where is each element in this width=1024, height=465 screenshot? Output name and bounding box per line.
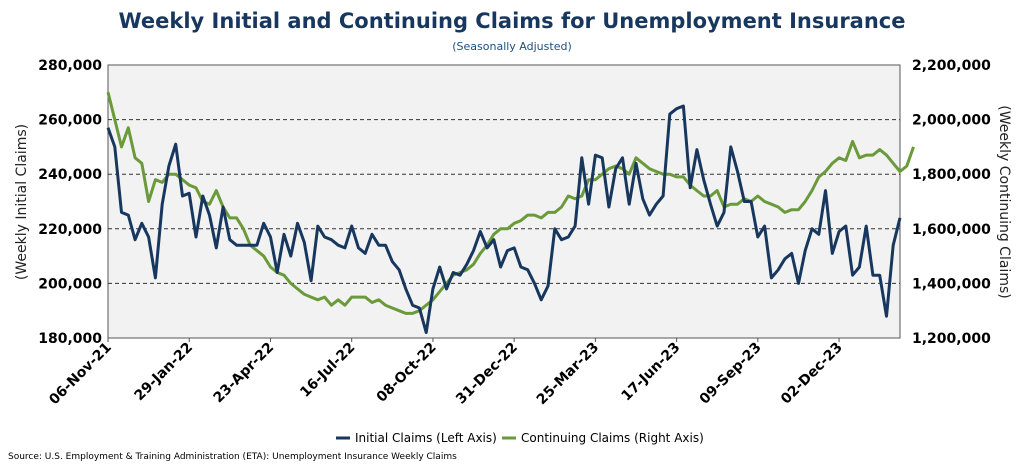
chart-title: Weekly Initial and Continuing Claims for… — [118, 9, 905, 33]
x-tick-label: 08-Oct-22 — [374, 340, 440, 406]
x-axis-ticks: 06-Nov-21 29-Jan-22 23-Apr-22 16-Jul-22 08-O… — [46, 338, 846, 408]
legend: Initial Claims (Left Axis) Continuing Cl… — [336, 431, 704, 445]
x-tick-label: 25-Mar-23 — [534, 340, 603, 409]
x-tick-label: 06-Nov-21 — [46, 340, 115, 409]
initial-claims-line — [106, 104, 902, 334]
left-axis-ticks: 180,000 200,000 220,000 240,000 260,000 280,0… — [38, 58, 102, 347]
legend-initial-label: Initial Claims (Left Axis) — [355, 431, 497, 445]
right-axis-label: (Weekly Continuing Claims) — [996, 105, 1012, 298]
right-tick-label: 1,800,000 — [912, 167, 991, 183]
x-tick-label: 02-Dec-23 — [778, 340, 846, 408]
source-note: Source: U.S. Employment & Training Admin… — [8, 452, 457, 462]
right-tick-label: 2,000,000 — [912, 113, 991, 129]
right-tick-label: 1,600,000 — [912, 222, 991, 238]
right-axis-ticks: 1,200,000 1,400,000 1,600,000 1,800,000 2,00… — [912, 58, 991, 347]
left-tick-label: 260,000 — [38, 113, 102, 129]
right-tick-label: 2,200,000 — [912, 58, 991, 74]
x-tick-label: 31-Dec-22 — [453, 340, 521, 408]
left-axis-label: (Weekly Initial Claims) — [14, 124, 30, 280]
left-tick-label: 200,000 — [38, 276, 102, 292]
left-tick-label: 180,000 — [38, 331, 102, 347]
x-tick-label: 16-Jul-22 — [297, 340, 358, 401]
left-tick-label: 220,000 — [38, 222, 102, 238]
legend-continuing-label: Continuing Claims (Right Axis) — [521, 431, 704, 445]
x-tick-label: 17-Jun-23 — [619, 340, 684, 405]
continuing-claims-line — [106, 91, 915, 315]
right-tick-label: 1,400,000 — [912, 276, 991, 292]
right-tick-label: 1,200,000 — [912, 331, 991, 347]
left-tick-label: 280,000 — [38, 58, 102, 74]
x-tick-label: 23-Apr-22 — [211, 340, 278, 407]
x-tick-label: 09-Sep-23 — [697, 340, 765, 408]
plot-area — [107, 64, 901, 339]
x-tick-label: 29-Jan-22 — [132, 340, 197, 405]
chart-subtitle: (Seasonally Adjusted) — [452, 40, 572, 53]
left-tick-label: 240,000 — [38, 167, 102, 183]
